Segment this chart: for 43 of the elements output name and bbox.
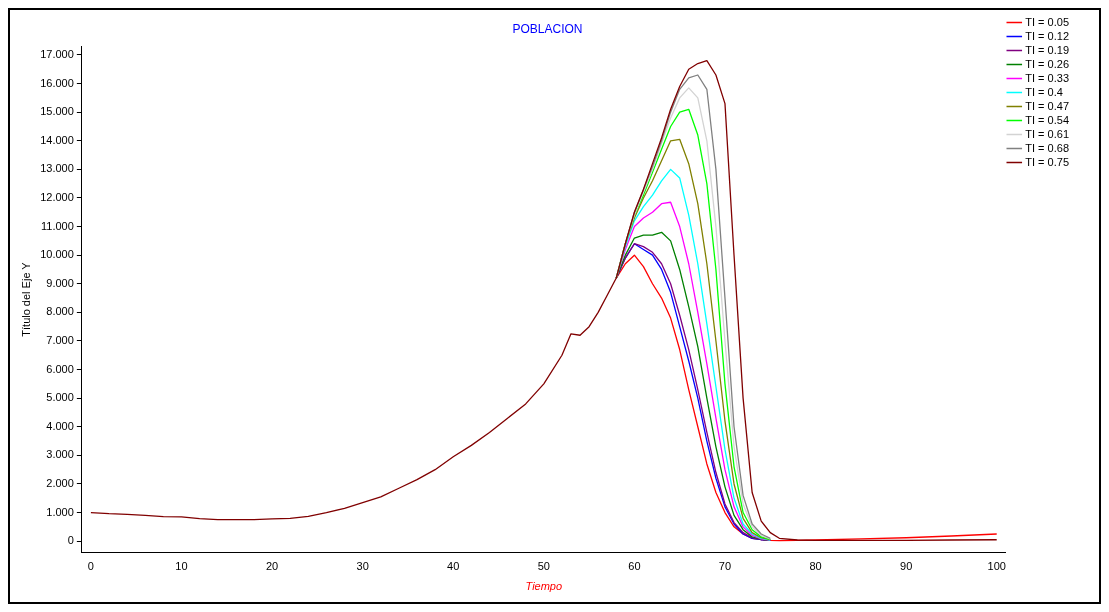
legend-label: TI = 0.33: [1025, 71, 1070, 84]
x-tick-label: 50: [537, 560, 550, 573]
legend-label: TI = 0.05: [1025, 15, 1070, 28]
y-tick-label: 11.000: [41, 219, 74, 232]
x-tick-label: 80: [809, 560, 822, 573]
y-tick-label: 10.000: [40, 248, 74, 261]
y-tick-label: 4.000: [46, 419, 74, 432]
legend-label: TI = 0.4: [1025, 85, 1063, 98]
legend-label: TI = 0.26: [1025, 57, 1070, 70]
legend-label: TI = 0.54: [1025, 113, 1070, 126]
y-tick-label: 15.000: [40, 105, 74, 118]
x-tick-label: 10: [175, 560, 188, 573]
y-tick-label: 8.000: [46, 305, 74, 318]
legend-label: TI = 0.12: [1025, 29, 1070, 42]
x-tick-label: 30: [356, 560, 369, 573]
y-tick-label: 5.000: [46, 391, 74, 404]
legend-label: TI = 0.47: [1025, 99, 1070, 112]
x-tick-label: 100: [987, 560, 1006, 573]
x-tick-label: 70: [718, 560, 732, 573]
x-tick-label: 40: [447, 560, 460, 573]
x-axis-title: Tiempo: [525, 580, 563, 593]
y-tick-label: 17.000: [40, 48, 74, 61]
y-tick-label: 12.000: [40, 191, 74, 204]
y-axis-title: Título del Eje Y: [19, 261, 32, 337]
legend-label: TI = 0.61: [1025, 127, 1070, 140]
y-tick-label: 9.000: [46, 276, 74, 289]
y-tick-label: 6.000: [46, 362, 74, 375]
y-tick-label: 0: [67, 534, 74, 547]
x-tick-label: 20: [265, 560, 279, 573]
y-tick-label: 1.000: [46, 505, 74, 518]
chart-title: POBLACION: [512, 21, 583, 36]
y-tick-label: 13.000: [40, 162, 74, 175]
y-tick-label: 7.000: [46, 334, 74, 346]
y-tick-label: 16.000: [40, 76, 74, 89]
legend-label: TI = 0.19: [1025, 43, 1070, 56]
y-tick-label: 3.000: [46, 448, 74, 461]
y-tick-label: 14.000: [40, 133, 74, 146]
x-tick-label: 90: [900, 560, 913, 573]
x-tick-label: 60: [628, 560, 641, 573]
x-tick-label: 0: [87, 560, 94, 573]
y-tick-label: 2.000: [46, 476, 74, 489]
legend-label: TI = 0.68: [1025, 141, 1070, 154]
legend-label: TI = 0.75: [1025, 155, 1070, 168]
